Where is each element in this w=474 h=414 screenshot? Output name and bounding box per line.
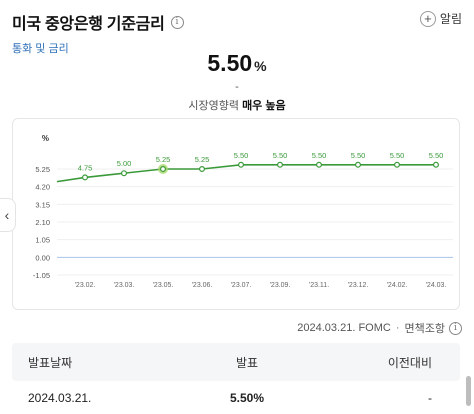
series-line bbox=[56, 163, 436, 183]
current-value: 5.50% bbox=[0, 50, 474, 77]
footnote: 2024.03.21. FOMC · 면책조항 i bbox=[297, 320, 462, 336]
data-point bbox=[160, 165, 167, 172]
x-tick-label: '23.07. bbox=[231, 282, 252, 289]
rate-value: 5.50 bbox=[207, 50, 253, 76]
y-tick-label: 1.05 bbox=[35, 236, 50, 245]
header-value: 발표 bbox=[235, 355, 259, 370]
y-tick-label: 0.00 bbox=[35, 253, 50, 262]
x-tick-label: '23.03. bbox=[114, 282, 135, 289]
data-label: 5.50 bbox=[234, 151, 249, 160]
history-table: 발표날짜 발표 이전대비 2024.03.21. 5.50% - bbox=[12, 343, 460, 414]
alarm-label: 알림 bbox=[439, 12, 462, 26]
data-label: 5.25 bbox=[195, 155, 210, 164]
x-tick-label: '24.02. bbox=[387, 282, 408, 289]
x-tick-label: '23.05. bbox=[153, 282, 174, 289]
table-row: 2024.03.21. 5.50% - bbox=[12, 381, 460, 414]
data-label: 5.00 bbox=[117, 159, 132, 168]
data-point bbox=[199, 165, 206, 172]
change-value: - bbox=[235, 81, 239, 93]
category-link[interactable]: 통화 및 금리 bbox=[12, 43, 69, 55]
data-label: 5.50 bbox=[351, 151, 366, 160]
y-tick-label: 4.20 bbox=[35, 183, 50, 192]
header: 미국 중앙은행 기준금리 i 통화 및 금리 + 알림 bbox=[12, 10, 462, 55]
header-change: 이전대비 bbox=[387, 355, 432, 370]
announce-date: 2024.03.21. FOMC bbox=[297, 322, 391, 334]
chart-svg: % 5.25 4.20 3.15 2.10 1.05 0.00 -1.05 '23.02. '23… bbox=[33, 134, 453, 289]
disclaimer-info-icon[interactable]: i bbox=[449, 321, 462, 335]
alarm-button[interactable]: + 알림 bbox=[419, 10, 462, 27]
y-tick-label: -1.05 bbox=[33, 271, 50, 280]
title-row: 미국 중앙은행 기준금리 i bbox=[12, 10, 462, 34]
data-label: 5.25 bbox=[156, 155, 171, 164]
rate-unit: % bbox=[254, 58, 267, 74]
data-point bbox=[316, 161, 323, 168]
data-label: 5.50 bbox=[429, 151, 444, 160]
data-point bbox=[120, 170, 127, 177]
data-point bbox=[238, 161, 245, 168]
row-change: - bbox=[428, 390, 432, 405]
data-label: 5.50 bbox=[390, 151, 405, 160]
header-date: 발표날짜 bbox=[28, 355, 73, 370]
y-unit-label: % bbox=[42, 134, 49, 143]
impact-value: 매우 높음 bbox=[242, 100, 286, 112]
data-label: 5.50 bbox=[273, 151, 288, 160]
data-point bbox=[433, 161, 440, 168]
prev-arrow-icon[interactable]: ‹ bbox=[0, 198, 16, 232]
rate-chart[interactable]: % 5.25 4.20 3.15 2.10 1.05 0.00 -1.05 '23.02. '23… bbox=[12, 118, 460, 310]
row-value: 5.50% bbox=[229, 390, 265, 405]
data-point bbox=[277, 161, 284, 168]
scrollbar[interactable] bbox=[466, 376, 471, 406]
x-tick-label: '23.11. bbox=[309, 282, 329, 289]
plus-icon: + bbox=[419, 10, 436, 27]
data-point bbox=[394, 161, 401, 168]
y-tick-label: 5.25 bbox=[35, 165, 50, 174]
x-tick-label: '23.06. bbox=[192, 282, 213, 289]
page-title: 미국 중앙은행 기준금리 bbox=[12, 16, 165, 33]
info-icon[interactable]: i bbox=[170, 15, 184, 29]
table-header: 발표날짜 발표 이전대비 bbox=[12, 343, 460, 381]
data-point bbox=[355, 161, 362, 168]
impact-label: 시장영향력 bbox=[188, 100, 239, 112]
x-tick-label: '23.12. bbox=[348, 282, 369, 289]
x-tick-label: '23.09. bbox=[270, 282, 291, 289]
data-label: 4.75 bbox=[78, 163, 93, 172]
row-date: 2024.03.21. bbox=[28, 390, 92, 405]
market-impact: 시장영향력 매우 높음 bbox=[0, 97, 474, 113]
disclaimer-link[interactable]: 면책조항 bbox=[404, 323, 445, 335]
x-tick-label: '24.03. bbox=[426, 282, 447, 289]
summary: 5.50% - 시장영향력 매우 높음 bbox=[0, 50, 474, 113]
data-label: 5.50 bbox=[312, 151, 327, 160]
separator: · bbox=[395, 322, 400, 334]
x-tick-label: '23.02. bbox=[75, 282, 96, 289]
y-tick-label: 3.15 bbox=[35, 200, 50, 209]
y-tick-label: 2.10 bbox=[35, 218, 50, 227]
data-point bbox=[81, 174, 88, 181]
